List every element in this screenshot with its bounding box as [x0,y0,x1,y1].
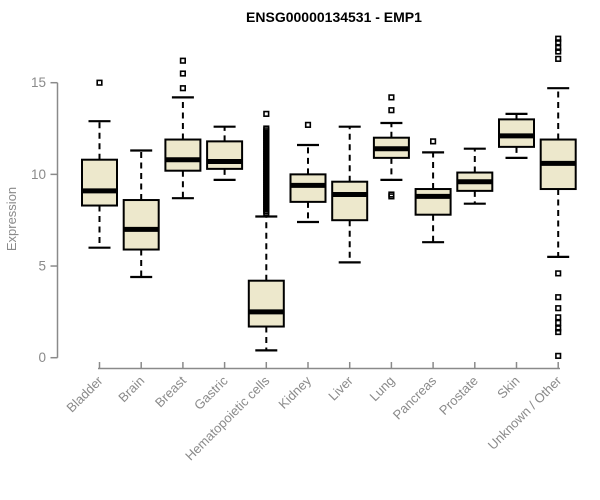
outlier-point [555,294,562,301]
boxplot-liver [331,125,369,264]
boxplot-brain [122,149,160,279]
outlier-point [555,305,562,312]
box [81,158,118,207]
boxplot-hematopoietic-cells [247,110,285,352]
boxplot-lung [372,94,410,200]
box [289,173,327,203]
outlier-point [555,325,562,332]
boxplot-skin [498,112,535,159]
outlier-point [555,319,562,326]
chart-title: ENSG00000134531 - EMP1 [246,9,422,25]
boxplot-unknown-other [539,35,577,359]
outlier-point [555,314,562,321]
x-axis-label-skin: Skin [494,373,522,401]
box [206,140,244,170]
boxplot-pancreas [414,138,452,244]
outlier-point [555,39,562,46]
outlier-point [555,44,562,51]
outlier-point [179,85,187,92]
outlier-point [555,55,562,62]
boxplot-kidney [289,121,327,224]
outlier-point [555,352,562,359]
y-tick-label: 5 [38,259,46,274]
x-axis-label-kidney: Kidney [275,373,314,412]
boxplot-bladder [81,79,118,249]
x-axis-label-gastric: Gastric [191,373,231,413]
outlier-point [96,79,103,86]
y-tick-label: 0 [38,350,46,365]
boxplot-gastric [206,125,244,181]
outlier-point [429,138,437,145]
box [122,199,160,251]
x-axis-label-brain: Brain [115,373,147,405]
x-axis-label-breast: Breast [152,373,189,410]
x-axis-label-pancreas: Pancreas [390,373,440,423]
box [414,188,452,216]
x-axis-label-bladder: Bladder [63,373,106,416]
boxplot-prostate [456,147,494,205]
outlier-point [388,94,395,101]
outlier-point [555,270,562,277]
y-tick-label: 15 [31,75,46,90]
outlier-point [263,110,270,117]
x-axis-label-unknown-other: Unknown / Other [485,373,565,453]
x-axis-label-prostate: Prostate [436,373,481,418]
boxplot-breast [164,57,202,200]
outlier-point [179,70,187,77]
outlier-point [555,328,562,336]
outlier-point [304,121,312,128]
outlier-point [263,209,270,216]
box [498,118,535,148]
box [247,279,285,328]
box [331,180,369,222]
outlier-point [388,107,395,114]
outlier-point [555,35,562,42]
outlier-point [179,57,187,64]
box [164,138,202,172]
x-axis-label-lung: Lung [366,373,397,404]
outlier-point [555,48,562,55]
y-axis-title: Expression [4,187,19,251]
x-axis-label-liver: Liver [325,373,356,404]
outlier-point [388,193,395,200]
y-tick-label: 10 [31,167,46,182]
